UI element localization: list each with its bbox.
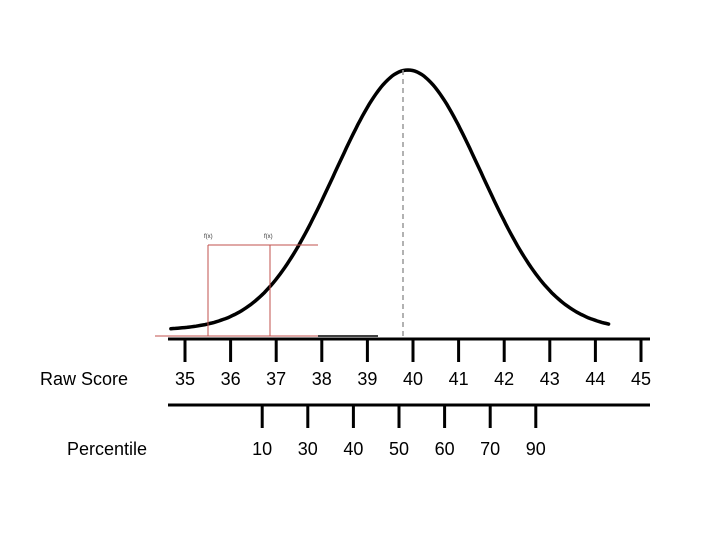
raw-score-tick-label: 41 [449, 369, 469, 389]
raw-score-label: Raw Score [40, 369, 128, 389]
percentile-tick-label: 50 [389, 439, 409, 459]
marker-label-left: f(x) [204, 234, 213, 240]
raw-score-tick-label: 35 [175, 369, 195, 389]
raw-score-tick-label: 44 [585, 369, 605, 389]
raw-score-tick-label: 39 [357, 369, 377, 389]
raw-score-tick-label: 40 [403, 369, 423, 389]
raw-score-tick-label: 38 [312, 369, 332, 389]
raw-score-tick-label: 37 [266, 369, 286, 389]
percentile-ticks: 10 30 40 50 60 70 90 [252, 405, 546, 459]
raw-score-ticks: 35 36 37 38 39 40 41 42 43 44 45 [175, 339, 651, 389]
percentile-tick-label: 60 [435, 439, 455, 459]
percentile-tick-label: 90 [526, 439, 546, 459]
raw-score-tick-label: 36 [221, 369, 241, 389]
raw-score-tick-label: 43 [540, 369, 560, 389]
raw-score-tick-label: 45 [631, 369, 651, 389]
percentile-tick-label: 30 [298, 439, 318, 459]
raw-score-tick-label: 42 [494, 369, 514, 389]
normal-curve [169, 68, 611, 331]
percentile-tick-label: 10 [252, 439, 272, 459]
percentile-label: Percentile [67, 439, 147, 459]
percentile-tick-label: 70 [480, 439, 500, 459]
marker-label-right: f(x) [264, 234, 273, 240]
percentile-tick-label: 40 [343, 439, 363, 459]
